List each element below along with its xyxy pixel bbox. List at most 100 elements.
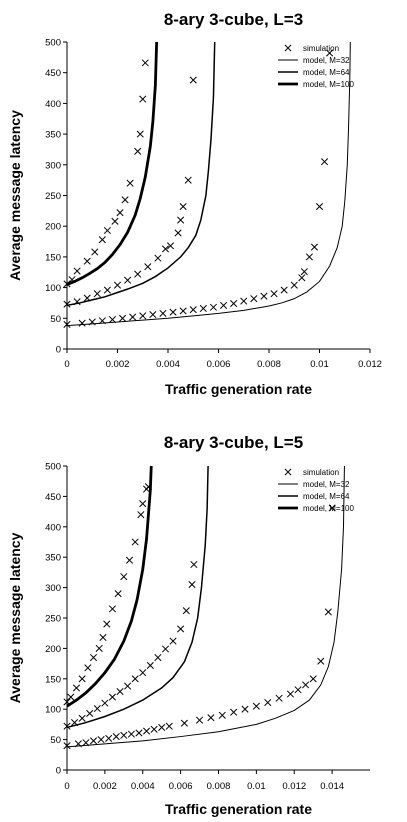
simulation-point-stroke [179, 307, 187, 315]
simulation-point [180, 719, 188, 727]
simulation-point-stroke [309, 675, 317, 683]
y-tick-label: 300 [45, 160, 61, 171]
x-tick-label: 0.008 [207, 781, 231, 792]
simulation-point-stroke [139, 312, 147, 320]
simulation-point-stroke [260, 292, 268, 300]
simulation-point [95, 644, 103, 652]
legend-label: model, M=64 [303, 68, 350, 77]
simulation-point-stroke [67, 693, 75, 701]
y-tick-label: 150 [45, 674, 61, 685]
simulation-point [125, 556, 134, 564]
simulation-point [326, 49, 334, 57]
simulation-point [280, 286, 288, 294]
simulation-point [137, 511, 145, 519]
simulation-point-stroke [280, 286, 288, 294]
y-tick-label: 200 [45, 644, 61, 655]
simulation-point-stroke [142, 727, 151, 735]
simulation-point [63, 742, 71, 750]
simulation-point-stroke [63, 722, 71, 730]
x-tick-label: 0.002 [93, 781, 117, 792]
simulation-point-stroke [129, 313, 137, 321]
y-tick-label: 350 [45, 553, 61, 564]
simulation-point-stroke [174, 229, 182, 237]
simulation-point [310, 243, 319, 251]
simulation-point-stroke [154, 254, 162, 262]
simulation-point [190, 560, 198, 569]
simulation-point [98, 236, 106, 244]
x-tick-label: 0.004 [131, 781, 155, 792]
simulation-point-stroke [89, 737, 98, 745]
simulation-point-stroke [118, 314, 127, 322]
simulation-point-stroke [169, 308, 177, 316]
simulation-point [103, 620, 111, 628]
simulation-point-stroke [189, 76, 197, 84]
simulation-point-stroke [144, 263, 152, 271]
y-tick-label: 450 [45, 492, 61, 503]
simulation-point-stroke [105, 734, 113, 742]
simulation-point-stroke [124, 276, 132, 284]
simulation-point [84, 664, 92, 672]
simulation-point-stroke [131, 538, 139, 546]
simulation-point [290, 281, 298, 289]
simulation-point [159, 309, 167, 317]
simulation-point [136, 130, 144, 138]
simulation-point [179, 202, 187, 211]
simulation-point-stroke [121, 196, 129, 204]
chart-title: 8-ary 3-cube, L=5 [164, 433, 303, 452]
simulation-point-stroke [127, 730, 135, 738]
simulation-point [83, 257, 91, 265]
simulation-point [113, 281, 122, 289]
x-tick-label: 0 [64, 359, 69, 370]
simulation-point-stroke [264, 698, 272, 707]
simulation-point [139, 95, 147, 103]
simulation-point [146, 661, 154, 669]
simulation-point [116, 209, 124, 217]
simulation-point [124, 682, 132, 690]
y-tick-label: 0 [56, 345, 61, 356]
simulation-point [328, 504, 336, 512]
simulation-point [93, 290, 101, 298]
simulation-point-stroke [83, 257, 91, 265]
simulation-point [270, 290, 278, 298]
simulation-point-stroke [150, 725, 158, 733]
simulation-point [139, 500, 147, 508]
simulation-point [126, 179, 134, 187]
simulation-point [149, 311, 157, 319]
simulation-point [154, 254, 162, 262]
simulation-point-stroke [63, 300, 71, 308]
simulation-point-stroke [240, 297, 248, 305]
simulation-point [111, 217, 119, 225]
simulation-point-stroke [83, 294, 91, 302]
simulation-point-stroke [161, 645, 170, 653]
simulation-point-stroke [189, 306, 197, 314]
y-tick-label: 150 [45, 252, 61, 263]
simulation-point [169, 308, 177, 316]
simulation-point-stroke [78, 675, 86, 683]
x-tick-label: 0.01 [247, 781, 266, 792]
simulation-point-stroke [305, 253, 313, 261]
simulation-point [91, 248, 99, 256]
y-tick-label: 300 [45, 583, 61, 594]
simulation-point [78, 675, 86, 683]
legend-label: model, M=100 [303, 80, 354, 89]
simulation-point-stroke [97, 736, 105, 744]
simulation-point [89, 653, 98, 662]
legend-label: model, M=32 [303, 56, 350, 65]
simulation-point-stroke [68, 276, 76, 284]
series-line-model-m-64 [66, 41, 216, 307]
simulation-point-stroke [63, 698, 71, 706]
simulation-point-stroke [116, 688, 124, 696]
simulation-point-stroke [141, 59, 149, 67]
simulation-point [86, 709, 94, 718]
simulation-point-stroke [93, 705, 101, 713]
simulation-point-stroke [82, 739, 90, 747]
simulation-point-stroke [199, 304, 207, 313]
simulation-point-stroke [207, 714, 215, 722]
simulation-point [135, 729, 143, 737]
simulation-point-stroke [230, 708, 238, 716]
simulation-point-stroke [126, 179, 134, 187]
simulation-point [189, 306, 197, 314]
simulation-point-stroke [103, 286, 111, 294]
legend-marker-simulation [284, 468, 292, 476]
simulation-point-stroke [158, 723, 166, 731]
